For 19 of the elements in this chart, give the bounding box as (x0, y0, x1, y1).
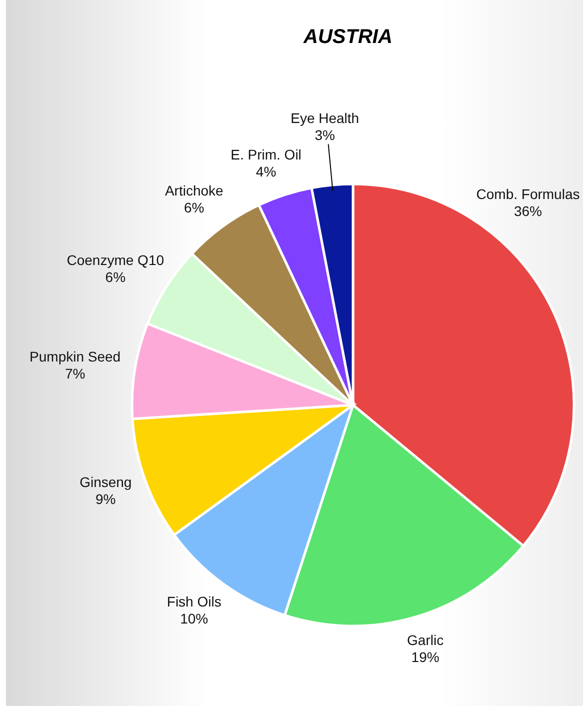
data-label: 6% (184, 200, 204, 216)
data-label: 36% (514, 202, 542, 219)
data-label: 19% (411, 648, 440, 665)
data-label: 6% (105, 268, 126, 285)
slice-label: Fish Oils (166, 593, 222, 610)
slice-label: Artichoke (164, 182, 224, 199)
data-label: 10% (180, 610, 208, 626)
data-label: 3% (314, 127, 335, 144)
slice-label: Pumpkin Seed (30, 348, 121, 364)
data-label: 7% (64, 365, 86, 382)
data-label: 4% (256, 163, 276, 180)
slice-label: Garlic (407, 632, 444, 648)
chart-title: AUSTRIA (302, 26, 392, 48)
slice-label: E. Prim. Oil (230, 146, 302, 162)
slice-label: Ginseng (80, 474, 132, 490)
slice-label: Comb. Formulas (476, 186, 580, 202)
slice-label: Eye Health (290, 110, 360, 126)
data-label: 9% (96, 491, 116, 508)
slice-label: Coenzyme Q10 (66, 252, 164, 268)
